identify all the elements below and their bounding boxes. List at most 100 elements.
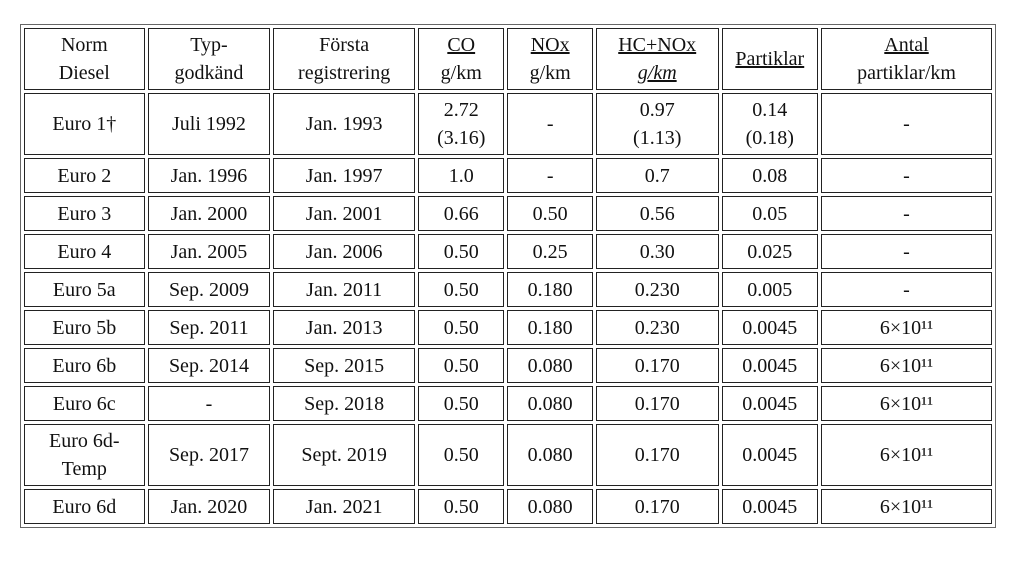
- table-cell: 0.170: [595, 489, 719, 524]
- table-cell: Jan. 2006: [273, 234, 415, 269]
- table-row: Euro 3 Jan. 2000 Jan. 2001 0.66 0.50 0.56 0.05…: [24, 196, 992, 231]
- table-cell: -: [507, 158, 593, 193]
- table-row: Euro 6b Sep. 2014 Sep. 2015 0.50 0.080 0.170 0…: [24, 348, 992, 383]
- header-text: godkänd: [174, 62, 244, 84]
- table-cell: 0.50: [418, 489, 505, 524]
- header-text: registrering: [298, 62, 391, 84]
- table-cell: Euro 6b: [24, 348, 145, 383]
- table-cell: Jan. 1996: [147, 158, 271, 193]
- table-row: Euro 2 Jan. 1996 Jan. 1997 1.0-0.7 0.08-: [24, 158, 992, 193]
- table-cell: 0.180: [507, 310, 593, 345]
- table-cell: Sep. 2009: [147, 272, 271, 307]
- header-text: g/km: [529, 62, 571, 84]
- table-cell: 1.0: [418, 158, 505, 193]
- header-text: Typ-: [190, 34, 228, 56]
- table-cell: -: [507, 93, 593, 155]
- header-cell: NOx g/km: [507, 28, 593, 90]
- table-cell: 6×10¹¹: [821, 489, 992, 524]
- table-cell: 0.170: [595, 424, 719, 486]
- table-cell: 0.0045: [721, 310, 819, 345]
- header-cell: HC+NOx g/km: [595, 28, 719, 90]
- table-cell: Euro 4: [24, 234, 145, 269]
- table-row: Euro 6c - Sep. 2018 0.50 0.080 0.170 0.0045 6×1…: [24, 386, 992, 421]
- table-cell: Jan. 2013: [273, 310, 415, 345]
- table-cell: 6×10¹¹: [821, 310, 992, 345]
- table-cell: Sep. 2017: [147, 424, 271, 486]
- table-cell: 6×10¹¹: [821, 348, 992, 383]
- header-cell: Norm Diesel: [24, 28, 145, 90]
- table-cell: 0.30: [595, 234, 719, 269]
- table-cell: 0.080: [507, 386, 593, 421]
- table-cell: Sep. 2015: [273, 348, 415, 383]
- header-text: g/km: [440, 62, 482, 84]
- table-cell: 0.230: [595, 272, 719, 307]
- table-cell: 0.50: [418, 424, 505, 486]
- table-cell: Euro 5b: [24, 310, 145, 345]
- header-text: HC+NOx: [618, 34, 697, 56]
- table-cell: Jan. 1997: [273, 158, 415, 193]
- table-cell: 6×10¹¹: [821, 386, 992, 421]
- table-cell: 0.170: [595, 386, 719, 421]
- table-cell: 0.230: [595, 310, 719, 345]
- header-cell: Första registrering: [273, 28, 415, 90]
- table-cell: -: [821, 93, 992, 155]
- table-cell: Jan. 2020: [147, 489, 271, 524]
- table-cell: 0.180: [507, 272, 593, 307]
- header-text: Partiklar: [735, 48, 805, 70]
- table-cell: 0.56: [595, 196, 719, 231]
- header-cell: Typ-godkänd: [147, 28, 271, 90]
- header-row: Norm Diesel Typ-godkänd Första registrering C…: [24, 28, 992, 90]
- header-cell: Antal partiklar/km: [821, 28, 992, 90]
- table-cell: Sept. 2019: [273, 424, 415, 486]
- table-cell: 0.0045: [721, 424, 819, 486]
- header-text: Första: [319, 34, 370, 56]
- table-cell: 0.66: [418, 196, 505, 231]
- table-cell: Jan. 2021: [273, 489, 415, 524]
- table-cell: 0.97 (1.13): [595, 93, 719, 155]
- table-cell: 0.50: [418, 272, 505, 307]
- table-cell: Jan. 2011: [273, 272, 415, 307]
- table-row: Euro 6d- Temp Sep. 2017 Sept. 2019 0.50 0.08…: [24, 424, 992, 486]
- table-row: Euro 6d Jan. 2020 Jan. 2021 0.50 0.080 0.170 0…: [24, 489, 992, 524]
- table-cell: 0.025: [721, 234, 819, 269]
- table-cell: -: [821, 272, 992, 307]
- table-cell: 0.080: [507, 348, 593, 383]
- table-cell: Euro 1†: [24, 93, 145, 155]
- table-row: Euro 4 Jan. 2005 Jan. 2006 0.50 0.25 0.30 0.02…: [24, 234, 992, 269]
- table-cell: Euro 6d- Temp: [24, 424, 145, 486]
- header-text: Norm: [60, 34, 108, 56]
- header-cell: Partiklar: [721, 28, 819, 90]
- table-cell: 0.50: [418, 310, 505, 345]
- header-text: Diesel: [58, 62, 110, 84]
- table-cell: 0.0045: [721, 348, 819, 383]
- table-cell: 0.05: [721, 196, 819, 231]
- table-cell: Sep. 2011: [147, 310, 271, 345]
- table-cell: 0.080: [507, 424, 593, 486]
- table-cell: 0.170: [595, 348, 719, 383]
- table-cell: -: [821, 196, 992, 231]
- emission-table: Norm Diesel Typ-godkänd Första registrering C…: [20, 24, 996, 528]
- table-cell: -: [147, 386, 271, 421]
- table-cell: 0.50: [507, 196, 593, 231]
- table-cell: Euro 5a: [24, 272, 145, 307]
- header-text: partiklar/km: [857, 62, 956, 84]
- table-cell: 0.080: [507, 489, 593, 524]
- table-cell: Jan. 1993: [273, 93, 415, 155]
- table-cell: Juli 1992: [147, 93, 271, 155]
- table-cell: Euro 6c: [24, 386, 145, 421]
- table-cell: Jan. 2000: [147, 196, 271, 231]
- table-cell: 0.0045: [721, 489, 819, 524]
- table-cell: 2.72 (3.16): [418, 93, 505, 155]
- table-cell: 6×10¹¹: [821, 424, 992, 486]
- table-cell: 0.0045: [721, 386, 819, 421]
- header-text: NOx: [530, 34, 570, 56]
- table-cell: 0.50: [418, 348, 505, 383]
- table-body: Euro 1† Juli 1992 Jan. 1993 2.72 (3.16) -0.9…: [24, 93, 992, 524]
- table-cell: 0.7: [595, 158, 719, 193]
- table-cell: Sep. 2014: [147, 348, 271, 383]
- table-cell: 0.25: [507, 234, 593, 269]
- table-row: Euro 5a Sep. 2009 Jan. 2011 0.50 0.180 0.230 0…: [24, 272, 992, 307]
- table-cell: -: [821, 234, 992, 269]
- table-cell: 0.14 (0.18): [721, 93, 819, 155]
